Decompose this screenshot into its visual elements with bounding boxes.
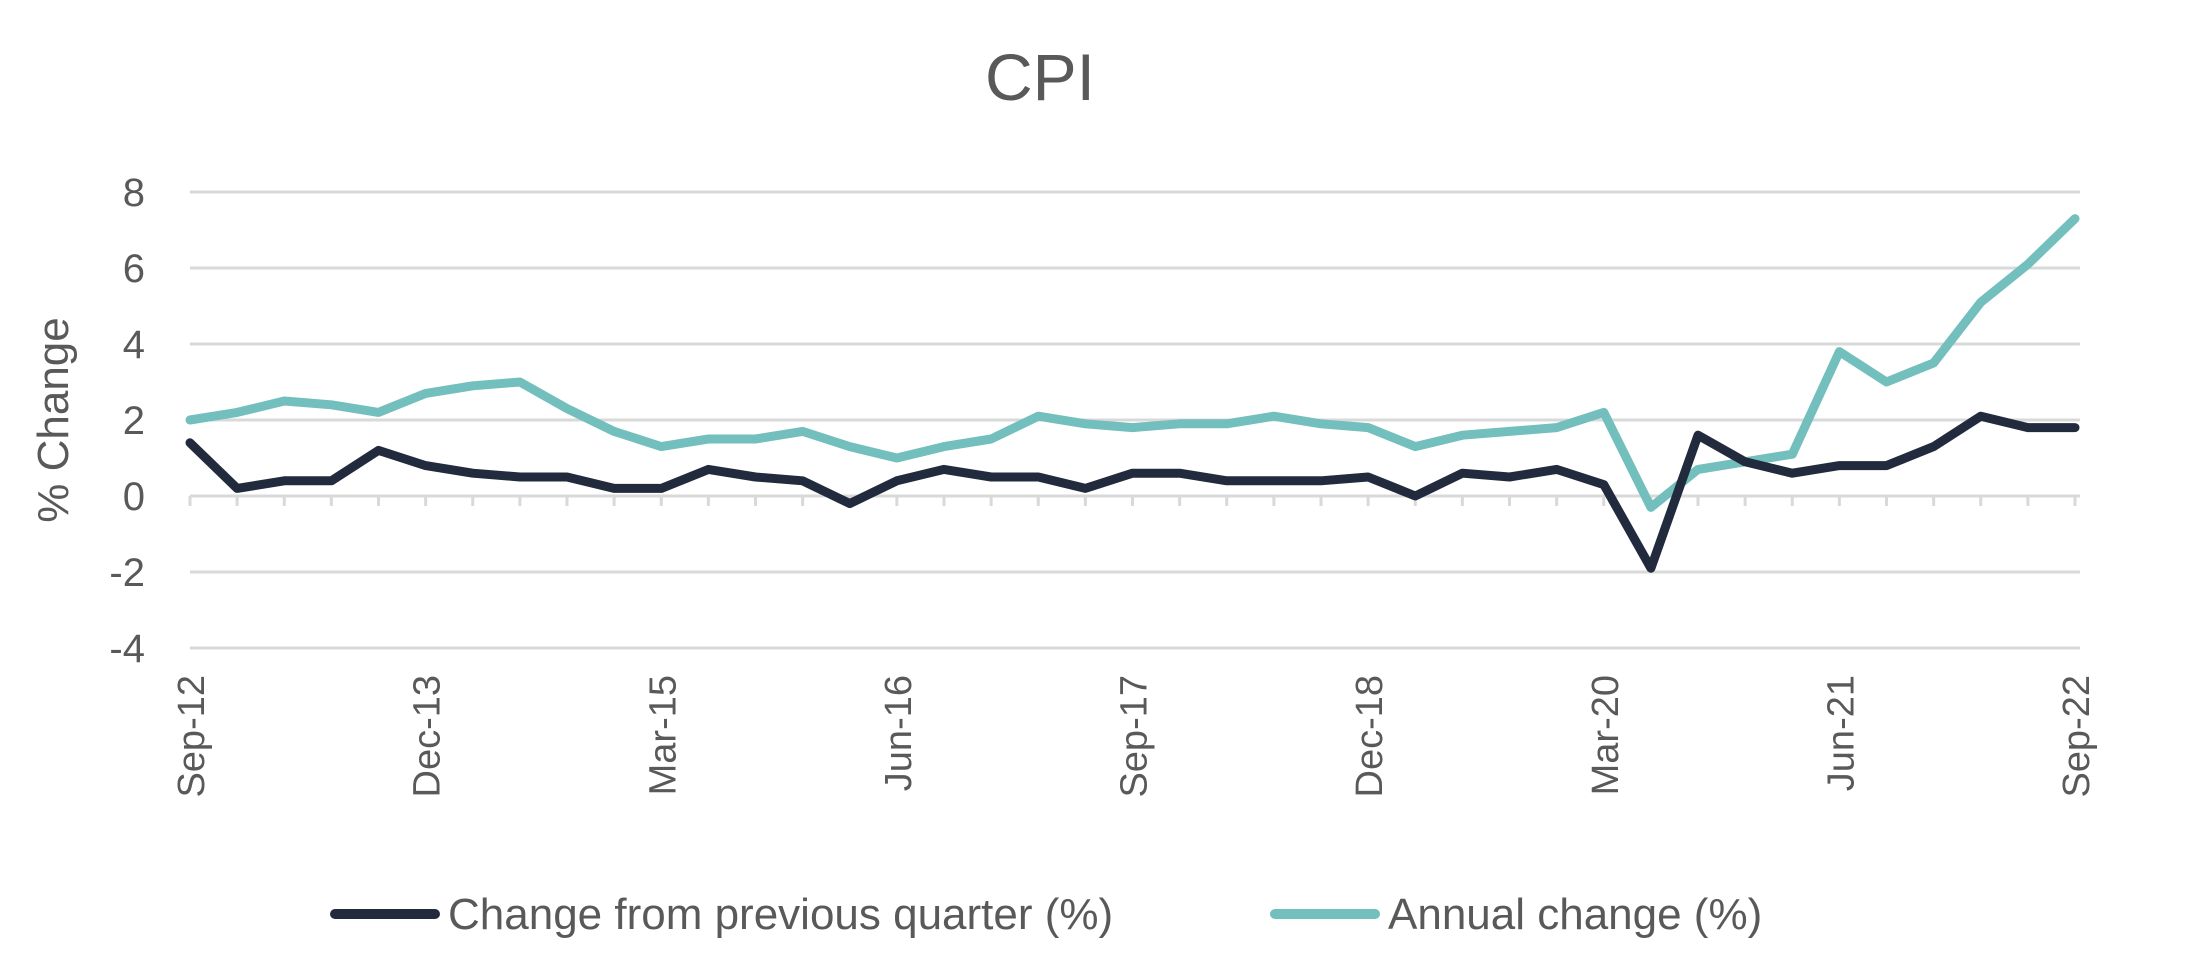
y-tick-label: -4	[109, 627, 145, 671]
legend-label: Annual change (%)	[1388, 890, 1762, 939]
legend: Change from previous quarter (%) Annual c…	[330, 890, 1762, 939]
x-tick-label: Jun-21	[1820, 675, 1862, 791]
y-tick-label: 2	[123, 399, 145, 443]
x-tick-label: Jun-16	[878, 675, 920, 791]
legend-label: Change from previous quarter (%)	[448, 890, 1113, 939]
y-tick-label: -2	[109, 551, 145, 595]
y-tick-label: 6	[123, 247, 145, 291]
x-tick-label: Sep-17	[1114, 675, 1156, 798]
x-tick-label: Dec-13	[407, 675, 449, 798]
series-lines	[185, 214, 2080, 573]
x-tick-label: Mar-15	[642, 675, 684, 795]
x-axis	[188, 494, 2080, 506]
y-tick-label: 8	[123, 171, 145, 215]
x-tick-label: Dec-18	[1349, 675, 1391, 798]
x-tick-label: Sep-12	[171, 675, 213, 798]
chart-title: CPI	[985, 40, 1095, 114]
y-tick-label: 4	[123, 323, 145, 367]
x-tick-label: Mar-20	[1585, 675, 1627, 795]
x-tick-label: Sep-22	[2056, 675, 2098, 798]
y-axis-ticks: 8 6 4 2 0 -2 -4	[109, 171, 145, 671]
series-line-annual-change	[185, 214, 2080, 512]
series-line-quarterly-change	[185, 411, 2080, 573]
gridlines	[190, 190, 2080, 650]
x-axis-tick-labels: Sep-12 Dec-13 Mar-15 Jun-16 Sep-17 Dec-18 Mar-…	[171, 675, 2098, 798]
y-axis-title: % Change	[29, 317, 78, 522]
y-tick-label: 0	[123, 475, 145, 519]
